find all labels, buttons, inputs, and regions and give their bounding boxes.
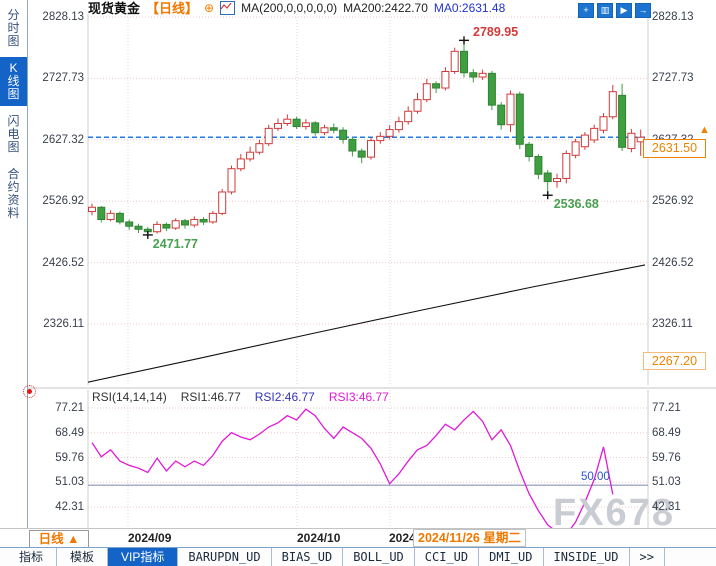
chart-toolbar: + ▥ ▶ → [578,3,651,18]
tab-vip-indicators[interactable]: VIP指标 [108,548,179,566]
y-axis-tick-left: 51.03 [55,476,84,489]
tab-templates[interactable]: 模板 [57,548,109,566]
crosshair-icon[interactable]: + [578,3,594,18]
chart-legend: 现货黄金 【日线】 ⊕ MA(200,0,0,0,0,0) MA200:2422… [88,0,506,16]
sidebar-item-kline-chart[interactable]: K线图 [0,57,27,106]
y-axis-tick-right: 2426.52 [652,256,694,269]
chart-frame-icon[interactable]: ▥ [597,3,613,18]
price-up-arrow-icon: ▲ [699,124,710,137]
y-axis-tick-left: 2326.11 [43,318,84,330]
y-axis-tick-left: 42.31 [55,501,84,513]
rsi2-value: RSI2:46.77 [254,390,315,404]
y-axis-tick-right: 77.21 [652,402,681,414]
y-axis-tick-left: 2727.73 [42,72,84,85]
y-axis-tick-left: 59.76 [55,451,84,464]
y-axis-tick-right: 2727.73 [652,72,694,85]
rsi-legend: RSI(14,14,14) RSI1:46.77 RSI2:46.77 RSI3… [92,390,389,404]
symbol-name: 现货黄金 [88,1,141,16]
y-axis-tick-left: 2526.92 [42,195,84,208]
ma200-value: MA200:2422.70 [343,0,428,15]
low-price-annotation-2: 2536.68 [553,197,599,212]
y-axis-tick-right: 59.76 [652,451,681,464]
tab-bias-ud[interactable]: BIAS_UD [272,548,344,566]
sidebar-item-time-chart[interactable]: 分时图 [7,8,20,48]
y-axis-tick-right: 42.31 [652,501,681,513]
sidebar-item-contract-info[interactable]: 合约资料 [7,167,20,220]
ma-params: MA(200,0,0,0,0,0) [241,0,338,15]
chart-play-icon[interactable]: ▶ [616,3,632,18]
period-arrow-icon: ▲ [67,532,80,546]
x-tick-month: 2024/10 [297,531,341,545]
tab-boll-ud[interactable]: BOLL_UD [343,548,415,566]
tab-cci-ud[interactable]: CCI_UD [415,548,480,566]
rsi-level-label: 50.00 [581,471,610,484]
indicator-tab-bar: 指标 模板 VIP指标 BARUPDN_UD BIAS_UD BOLL_UD C… [0,547,716,566]
y-axis-tick-right: 2828.13 [652,11,694,23]
tab-more[interactable]: >> [630,548,665,566]
crosshair-date-badge: 2024/11/26 星期二 [413,529,526,547]
add-indicator-icon[interactable]: ⊕ [204,0,215,15]
rsi3-value: RSI3:46.77 [328,390,389,404]
ma-indicator-icon[interactable] [220,0,236,15]
tab-dmi-ud[interactable]: DMI_UD [479,548,544,566]
sidebar-item-lightning-chart[interactable]: 闪电图 [7,114,20,154]
y-axis-tick-right: 2326.11 [652,318,693,330]
tab-indicators[interactable]: 指标 [6,548,58,566]
y-axis-tick-left: 2627.32 [42,133,84,146]
period-selector[interactable]: 日线 ▲ [29,530,89,548]
watermark: FX678 [553,492,675,534]
y-axis-tick-right: 2526.92 [652,195,694,208]
y-axis-tick-right: 51.03 [652,476,681,489]
rsi-params: RSI(14,14,14) [92,390,167,404]
period-label: 【日线】 [146,1,199,16]
export-chart-icon[interactable]: → [635,3,651,18]
y-axis-tick-right: 68.49 [652,426,681,439]
low-price-annotation-1: 2471.77 [152,236,198,251]
ma0-value: MA0:2631.48 [433,0,506,15]
tab-inside-ud[interactable]: INSIDE_UD [544,548,630,566]
y-axis-tick-left: 2828.13 [42,11,84,23]
indicator-settings-icon[interactable] [23,385,36,398]
tab-barupdn-ud[interactable]: BARUPDN_UD [178,548,272,566]
chart-type-sidebar: 分时图 K线图 闪电图 合约资料 [0,0,28,528]
y-axis-tick-left: 77.21 [55,402,84,414]
current-price-badge: 2631.50 [643,139,706,159]
ma-price-badge: 2267.20 [643,352,706,371]
x-tick-month: 2024/09 [128,531,172,545]
y-axis-tick-left: 2426.52 [42,256,84,269]
x-axis-row: 日线 ▲ 2024/09 2024/10 2024/11 2024/11/26 … [0,528,716,548]
high-price-annotation: 2789.95 [473,25,519,40]
y-axis-tick-left: 68.49 [55,426,84,439]
rsi1-value: RSI1:46.77 [180,390,241,404]
